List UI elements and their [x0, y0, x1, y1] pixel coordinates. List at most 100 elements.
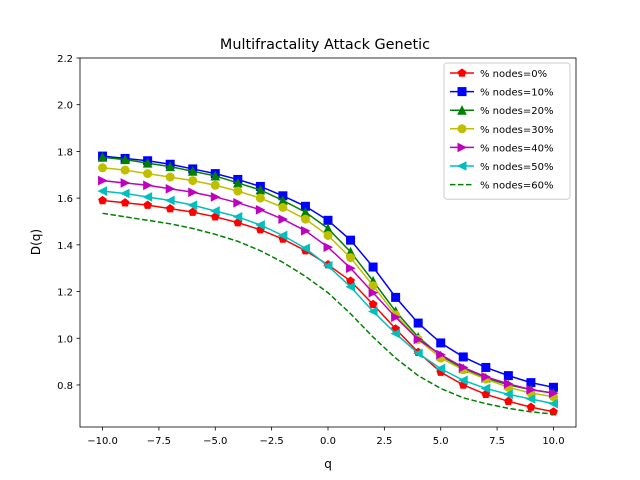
data-point [142, 192, 153, 202]
data-point [548, 388, 559, 398]
data-point [458, 375, 468, 386]
data-point [458, 352, 468, 362]
series-line-4 [102, 179, 554, 394]
y-tick-label: 2.2 [57, 54, 73, 65]
data-point [210, 170, 221, 181]
data-point [413, 334, 424, 345]
data-point [120, 165, 130, 175]
legend-label: % nodes=0% [480, 69, 547, 80]
data-point [346, 263, 356, 273]
data-point [143, 200, 153, 209]
legend-label: % nodes=50% [480, 162, 553, 173]
chart-title: Multifractality Attack Genetic [220, 37, 430, 53]
data-point [97, 152, 108, 162]
x-tick-label: −7.5 [147, 436, 171, 447]
data-point [413, 348, 423, 359]
y-axis-label: D(q) [29, 229, 43, 255]
data-point [436, 349, 446, 360]
legend-marker [457, 124, 467, 134]
y-tick-label: 1.8 [57, 147, 73, 158]
x-tick-label: −2.5 [259, 436, 283, 447]
x-tick-label: 10.0 [542, 436, 564, 447]
x-tick-label: 0.0 [320, 436, 336, 447]
x-axis-label: q [324, 457, 332, 471]
y-axis: 0.8 1.0 1.2 1.4 1.6 1.8 2.0 2.2 [57, 54, 80, 392]
data-point [458, 362, 469, 373]
legend-marker [456, 161, 467, 171]
series-line-6 [102, 212, 554, 415]
data-point [165, 172, 175, 182]
data-point [390, 328, 401, 339]
data-point [480, 383, 491, 394]
data-point [278, 214, 289, 224]
data-point [233, 197, 243, 208]
data-point [367, 306, 378, 317]
data-point [210, 192, 221, 202]
data-point [526, 402, 536, 411]
data-point [120, 178, 131, 188]
legend-label: % nodes=40% [480, 143, 553, 154]
data-point [165, 195, 175, 206]
data-point [210, 206, 220, 216]
plot-series [97, 151, 559, 416]
data-point [120, 198, 130, 207]
data-point [98, 195, 107, 205]
x-tick-label: 5.0 [433, 436, 449, 447]
legend-label: % nodes=10% [480, 88, 553, 99]
x-tick-label: −5.0 [203, 436, 227, 447]
data-point [165, 204, 175, 213]
data-point [368, 299, 378, 309]
data-point [368, 281, 378, 291]
data-point [300, 214, 310, 224]
data-point [503, 389, 513, 400]
legend-label: % nodes=60% [480, 181, 553, 192]
legend-box [443, 62, 571, 200]
data-point [142, 157, 153, 168]
y-tick-label: 1.0 [57, 334, 73, 345]
data-point [346, 253, 356, 263]
data-point [165, 183, 176, 194]
legend-marker [457, 142, 468, 153]
data-point [255, 204, 266, 215]
data-point [525, 394, 536, 404]
x-tick-label: 2.5 [376, 436, 392, 447]
data-point [503, 371, 513, 381]
y-tick-label: 0.8 [57, 381, 73, 392]
data-point [391, 292, 401, 302]
data-point [187, 200, 198, 210]
y-tick-label: 2.0 [57, 101, 73, 112]
data-point [210, 180, 220, 190]
data-point [98, 175, 108, 186]
data-point [277, 230, 288, 241]
x-tick-label: 7.5 [489, 436, 505, 447]
data-point [346, 235, 356, 245]
x-axis: −10.0 −7.5 −5.0 −2.5 0.0 2.5 5.0 7.5 10.0 [87, 427, 565, 447]
data-point [120, 154, 130, 165]
data-point [300, 243, 310, 254]
data-point [278, 202, 288, 212]
y-tick-label: 1.6 [57, 194, 73, 205]
data-point [232, 212, 243, 222]
data-point [413, 318, 423, 328]
data-point [143, 180, 153, 191]
legend-marker [457, 105, 467, 115]
data-point [346, 276, 355, 285]
data-point [345, 282, 356, 292]
data-point [143, 169, 153, 179]
data-point [300, 226, 311, 236]
data-point [481, 371, 491, 382]
data-point [233, 186, 243, 196]
data-point [255, 220, 265, 230]
y-tick-label: 1.2 [57, 288, 73, 299]
y-tick-label: 1.4 [57, 241, 73, 252]
data-point [368, 262, 378, 272]
data-point [323, 215, 333, 225]
data-point [322, 261, 333, 271]
data-point [503, 396, 513, 406]
data-point [436, 338, 446, 348]
data-point [503, 378, 514, 389]
data-point [188, 187, 198, 198]
data-point [187, 166, 198, 176]
data-point [97, 186, 108, 196]
